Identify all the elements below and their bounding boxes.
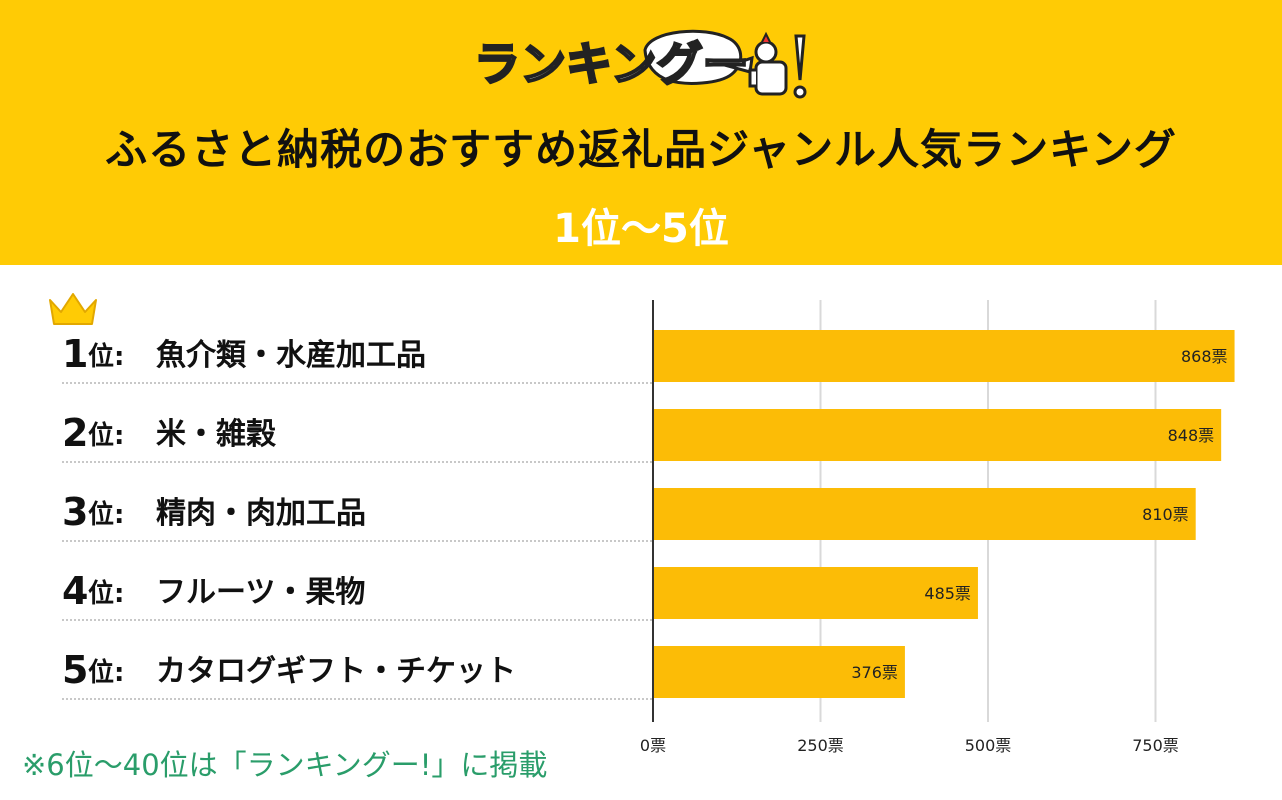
bar-value-label: 810票 xyxy=(1142,505,1189,524)
x-tick-label: 0票 xyxy=(640,736,666,755)
rankingoo-logo[interactable]: ランキングー xyxy=(470,22,815,104)
exclamation-icon xyxy=(794,34,806,81)
chicken-thumbs-up-icon xyxy=(748,31,788,96)
rank-suffix: 位: xyxy=(88,579,125,609)
rank-number: 5 xyxy=(62,648,89,692)
header-banner: ランキングー ふるさと納税のおすすめ返礼品ジャンル人気ランキング 1位〜5位 xyxy=(0,0,1282,265)
rank-suffix: 位: xyxy=(88,500,125,530)
bar-value-label: 485票 xyxy=(924,584,971,603)
crown-icon xyxy=(49,293,97,325)
page-title: ふるさと納税のおすすめ返礼品ジャンル人気ランキング xyxy=(105,125,1177,174)
page-subtitle: 1位〜5位 xyxy=(553,206,729,252)
rank-row-3: 3 位: 精肉・肉加工品 xyxy=(62,488,652,542)
rank-number: 4 xyxy=(62,569,89,613)
bar-value-label: 376票 xyxy=(851,663,898,682)
bar-value-label: 848票 xyxy=(1168,426,1215,445)
rank-suffix: 位: xyxy=(88,658,125,688)
rank-label: カタログギフト・チケット xyxy=(156,654,516,689)
bar xyxy=(653,409,1222,461)
logo-wordmark: ランキングー xyxy=(474,37,749,91)
rank-number: 1 xyxy=(62,332,89,376)
rank-label: 精肉・肉加工品 xyxy=(156,496,366,531)
rank-suffix: 位: xyxy=(88,421,125,451)
rank-label: フルーツ・果物 xyxy=(156,575,366,610)
rank-row-5: 5 位: カタログギフト・チケット xyxy=(62,646,652,700)
x-tick-label: 750票 xyxy=(1132,736,1179,755)
rank-number: 3 xyxy=(62,490,89,534)
footnote[interactable]: ※6位〜40位は「ランキングー!」に掲載 xyxy=(22,748,548,782)
rank-number: 2 xyxy=(62,411,89,455)
rank-label: 魚介類・水産加工品 xyxy=(156,338,426,373)
bar xyxy=(653,488,1196,540)
rank-row-1: 1 位: 魚介類・水産加工品 xyxy=(62,330,652,384)
bar xyxy=(653,567,978,619)
bar xyxy=(653,330,1235,382)
rank-suffix: 位: xyxy=(88,342,125,372)
x-tick-label: 500票 xyxy=(965,736,1012,755)
bar-value-label: 868票 xyxy=(1181,347,1228,366)
bar xyxy=(653,646,905,698)
rank-label: 米・雑穀 xyxy=(156,417,276,452)
rank-row-2: 2 位: 米・雑穀 xyxy=(62,409,652,463)
rank-row-4: 4 位: フルーツ・果物 xyxy=(62,567,652,621)
x-tick-label: 250票 xyxy=(797,736,844,755)
